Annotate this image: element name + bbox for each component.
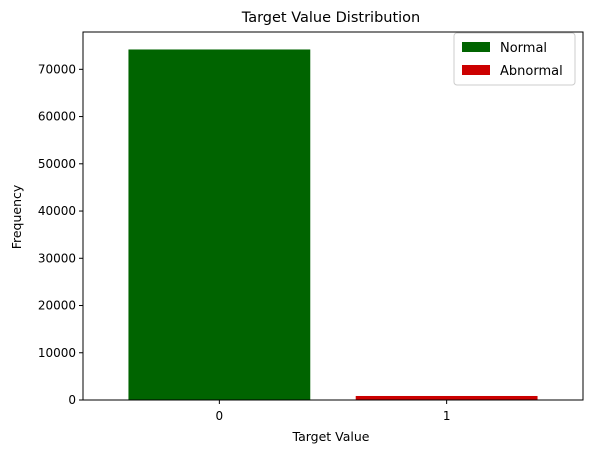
x-tick-label-0: 0 — [216, 409, 224, 423]
y-tick-label-70000: 70000 — [38, 62, 76, 76]
legend-swatch-normal — [462, 42, 490, 52]
y-tick-label-20000: 20000 — [38, 299, 76, 313]
bar-0 — [128, 49, 311, 400]
y-tick-label-50000: 50000 — [38, 157, 76, 171]
legend-label-abnormal: Abnormal — [500, 64, 563, 79]
y-tick-label-40000: 40000 — [38, 204, 76, 218]
y-tick-label-0: 0 — [68, 393, 76, 407]
y-axis-label: Frequency — [9, 184, 24, 249]
axes-frame — [82, 31, 584, 401]
legend-swatch-abnormal — [462, 65, 490, 75]
y-axis: 0 10000 20000 30000 40000 50000 60000 70000 — [38, 62, 83, 407]
chart-title: Target Value Distribution — [241, 10, 421, 26]
bars-layer — [128, 49, 538, 400]
legend-label-normal: Normal — [500, 41, 547, 56]
y-tick-label-30000: 30000 — [38, 251, 76, 265]
y-tick-label-60000: 60000 — [38, 110, 76, 124]
y-tick-label-10000: 10000 — [38, 346, 76, 360]
x-tick-label-1: 1 — [443, 409, 451, 423]
x-axis-label: Target Value — [292, 429, 370, 444]
bar-1 — [355, 395, 538, 400]
legend: Normal Abnormal — [453, 32, 576, 86]
